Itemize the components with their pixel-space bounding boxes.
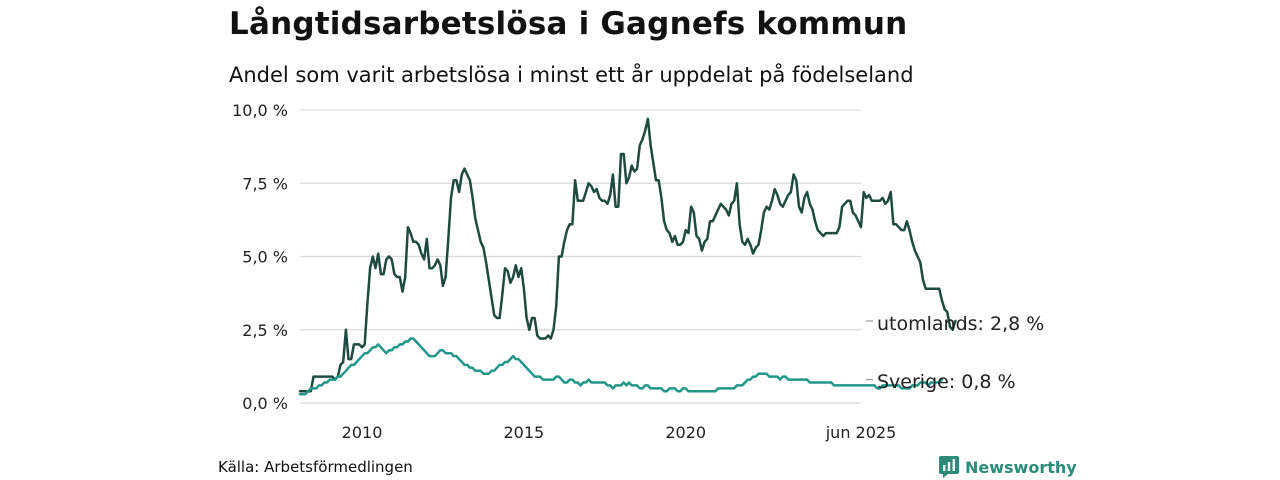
newsworthy-logo-icon bbox=[939, 456, 959, 478]
y-tick-label: 10,0 % bbox=[232, 101, 288, 120]
y-axis-ticks: 0,0 % 2,5 % 5,0 % 7,5 % 10,0 % bbox=[232, 101, 288, 413]
brand-name: Newsworthy bbox=[965, 457, 1077, 477]
brand-logo[interactable]: Newsworthy bbox=[939, 456, 1077, 478]
series-end-labels: utomlands: 2,8 % Sverige: 0,8 % bbox=[866, 313, 1044, 393]
y-tick-label: 7,5 % bbox=[242, 174, 288, 193]
y-tick-label: 5,0 % bbox=[242, 248, 288, 267]
series-line-utomlands bbox=[298, 117, 957, 393]
x-tick-label: 2010 bbox=[342, 423, 383, 442]
x-axis-ticks: 2010 2015 2020 jun 2025 bbox=[342, 423, 897, 442]
series-lines bbox=[298, 117, 957, 396]
y-tick-label: 0,0 % bbox=[242, 394, 288, 413]
y-tick-label: 2,5 % bbox=[242, 321, 288, 340]
source-note: Källa: Arbetsförmedlingen bbox=[218, 458, 413, 476]
chart-title: Långtidsarbetslösa i Gagnefs kommun bbox=[229, 6, 908, 42]
x-tick-label: 2015 bbox=[504, 423, 545, 442]
series-line-sverige bbox=[298, 337, 944, 396]
chart-subtitle: Andel som varit arbetslösa i minst ett å… bbox=[229, 63, 914, 87]
end-label-utomlands: utomlands: 2,8 % bbox=[877, 313, 1044, 335]
x-tick-label: 2020 bbox=[665, 423, 706, 442]
grid-lines bbox=[300, 109, 861, 404]
end-label-sverige: Sverige: 0,8 % bbox=[877, 371, 1016, 393]
x-tick-label: jun 2025 bbox=[825, 423, 897, 442]
